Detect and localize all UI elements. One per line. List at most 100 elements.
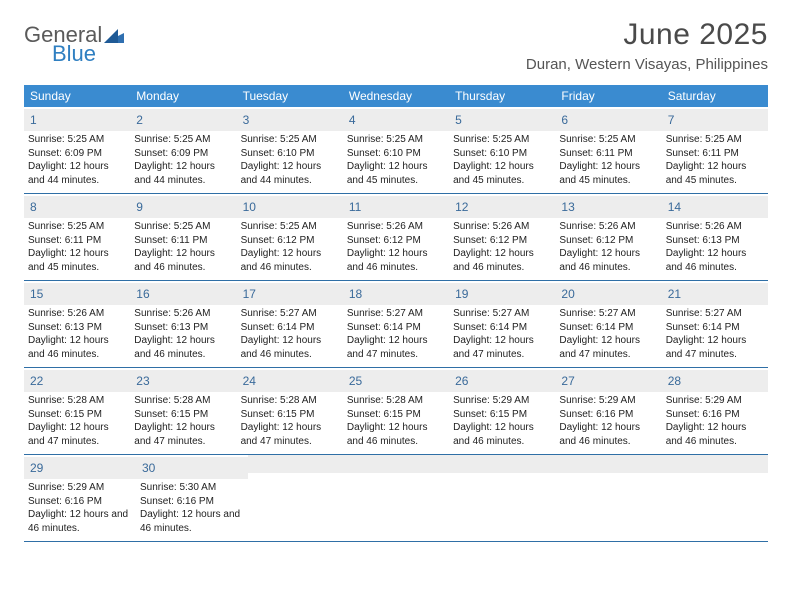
day-number-row: 13 [555,196,661,218]
day-details: Sunrise: 5:29 AMSunset: 6:15 PMDaylight:… [453,394,551,448]
day-details: Sunrise: 5:28 AMSunset: 6:15 PMDaylight:… [347,394,445,448]
empty-day-cell [664,455,768,541]
day-details: Sunrise: 5:26 AMSunset: 6:12 PMDaylight:… [453,220,551,274]
day-details: Sunrise: 5:27 AMSunset: 6:14 PMDaylight:… [559,307,657,361]
day-number: 2 [136,113,143,127]
day-details: Sunrise: 5:25 AMSunset: 6:09 PMDaylight:… [28,133,126,187]
day-number: 11 [349,200,361,214]
empty-day-header [248,455,352,473]
day-number-row: 7 [662,109,768,131]
day-number-row: 11 [343,196,449,218]
day-cell: 13Sunrise: 5:26 AMSunset: 6:12 PMDayligh… [555,194,661,280]
day-cell: 2Sunrise: 5:25 AMSunset: 6:09 PMDaylight… [130,107,236,193]
day-number-row: 16 [130,283,236,305]
empty-day-header [456,455,560,473]
day-details: Sunrise: 5:25 AMSunset: 6:10 PMDaylight:… [241,133,339,187]
day-details: Sunrise: 5:29 AMSunset: 6:16 PMDaylight:… [28,481,132,535]
day-number: 4 [349,113,356,127]
day-number: 7 [668,113,675,127]
day-details: Sunrise: 5:29 AMSunset: 6:16 PMDaylight:… [666,394,764,448]
logo: General Blue [24,18,124,65]
day-details: Sunrise: 5:28 AMSunset: 6:15 PMDaylight:… [134,394,232,448]
empty-day-header [352,455,456,473]
day-cell: 9 Sunrise: 5:25 AMSunset: 6:11 PMDaylight… [130,194,236,280]
day-number: 9 [136,200,143,214]
day-details: Sunrise: 5:26 AMSunset: 6:13 PMDaylight:… [666,220,764,274]
day-number-row: 15 [24,283,130,305]
day-number: 23 [136,374,149,388]
header: General Blue June 2025 Duran, Western Vi… [24,18,768,73]
weekday-header-cell: Tuesday [237,85,343,107]
day-cell: 14Sunrise: 5:26 AMSunset: 6:13 PMDayligh… [662,194,768,280]
day-number-row: 2 [130,109,236,131]
day-cell: 24 Sunrise: 5:28 AMSunset: 6:15 PMDayligh… [237,368,343,454]
day-details: Sunrise: 5:25 AMSunset: 6:11 PMDaylight:… [559,133,657,187]
week-row: 1Sunrise: 5:25 AMSunset: 6:09 PMDaylight… [24,107,768,194]
day-number-row: 28 [662,370,768,392]
day-number-row: 24 [237,370,343,392]
empty-day-cell [560,455,664,541]
day-details: Sunrise: 5:27 AMSunset: 6:14 PMDaylight:… [241,307,339,361]
day-details: Sunrise: 5:26 AMSunset: 6:12 PMDaylight:… [347,220,445,274]
day-number-row: 14 [662,196,768,218]
day-details: Sunrise: 5:25 AMSunset: 6:11 PMDaylight:… [134,220,232,274]
weeks-container: 1Sunrise: 5:25 AMSunset: 6:09 PMDaylight… [24,107,768,542]
day-cell: 4 Sunrise: 5:25 AMSunset: 6:10 PMDaylight… [343,107,449,193]
weekday-header-row: SundayMondayTuesdayWednesdayThursdayFrid… [24,85,768,107]
empty-day-header [560,455,664,473]
day-details: Sunrise: 5:30 AMSunset: 6:16 PMDaylight:… [140,481,244,535]
calendar: SundayMondayTuesdayWednesdayThursdayFrid… [24,85,768,542]
day-number: 3 [243,113,250,127]
day-details: Sunrise: 5:28 AMSunset: 6:15 PMDaylight:… [241,394,339,448]
day-cell: 21Sunrise: 5:27 AMSunset: 6:14 PMDayligh… [662,281,768,367]
day-cell: 10 Sunrise: 5:25 AMSunset: 6:12 PMDayligh… [237,194,343,280]
day-number-row: 10 [237,196,343,218]
day-cell: 17Sunrise: 5:27 AMSunset: 6:14 PMDayligh… [237,281,343,367]
day-number: 29 [30,461,43,475]
day-cell: 23 Sunrise: 5:28 AMSunset: 6:15 PMDayligh… [130,368,236,454]
empty-day-header [664,455,768,473]
day-number: 12 [455,200,468,214]
day-details: Sunrise: 5:25 AMSunset: 6:10 PMDaylight:… [347,133,445,187]
day-cell: 3 Sunrise: 5:25 AMSunset: 6:10 PMDaylight… [237,107,343,193]
day-cell: 11 Sunrise: 5:26 AMSunset: 6:12 PMDayligh… [343,194,449,280]
day-number-row: 19 [449,283,555,305]
day-details: Sunrise: 5:26 AMSunset: 6:12 PMDaylight:… [559,220,657,274]
day-cell: 6 Sunrise: 5:25 AMSunset: 6:11 PMDaylight… [555,107,661,193]
day-number: 8 [30,200,37,214]
day-cell: 1Sunrise: 5:25 AMSunset: 6:09 PMDaylight… [24,107,130,193]
day-number-row: 23 [130,370,236,392]
day-number-row: 30 [136,457,248,479]
page-title: June 2025 [526,18,768,52]
weekday-header-cell: Friday [555,85,661,107]
day-number-row: 6 [555,109,661,131]
day-number: 25 [349,374,362,388]
day-number: 28 [668,374,681,388]
day-number: 24 [243,374,256,388]
day-number: 6 [561,113,568,127]
day-cell: 26 Sunrise: 5:29 AMSunset: 6:15 PMDayligh… [449,368,555,454]
day-number: 22 [30,374,43,388]
day-details: Sunrise: 5:28 AMSunset: 6:15 PMDaylight:… [28,394,126,448]
day-number: 5 [455,113,462,127]
day-number: 21 [668,287,681,301]
day-number: 26 [455,374,468,388]
day-number: 10 [243,200,256,214]
weekday-header-cell: Monday [130,85,236,107]
empty-day-cell [456,455,560,541]
logo-triangle-icon [104,25,124,47]
day-cell: 20Sunrise: 5:27 AMSunset: 6:14 PMDayligh… [555,281,661,367]
day-details: Sunrise: 5:26 AMSunset: 6:13 PMDaylight:… [134,307,232,361]
day-cell: 29 Sunrise: 5:29 AMSunset: 6:16 PMDayligh… [24,455,136,541]
weekday-header-cell: Wednesday [343,85,449,107]
day-number: 15 [30,287,43,301]
day-details: Sunrise: 5:25 AMSunset: 6:12 PMDaylight:… [241,220,339,274]
weekday-header-cell: Saturday [662,85,768,107]
day-cell: 25 Sunrise: 5:28 AMSunset: 6:15 PMDayligh… [343,368,449,454]
day-number-row: 5 [449,109,555,131]
day-details: Sunrise: 5:27 AMSunset: 6:14 PMDaylight:… [453,307,551,361]
empty-day-cell [352,455,456,541]
day-number-row: 3 [237,109,343,131]
day-number-row: 18 [343,283,449,305]
day-number-row: 1 [24,109,130,131]
